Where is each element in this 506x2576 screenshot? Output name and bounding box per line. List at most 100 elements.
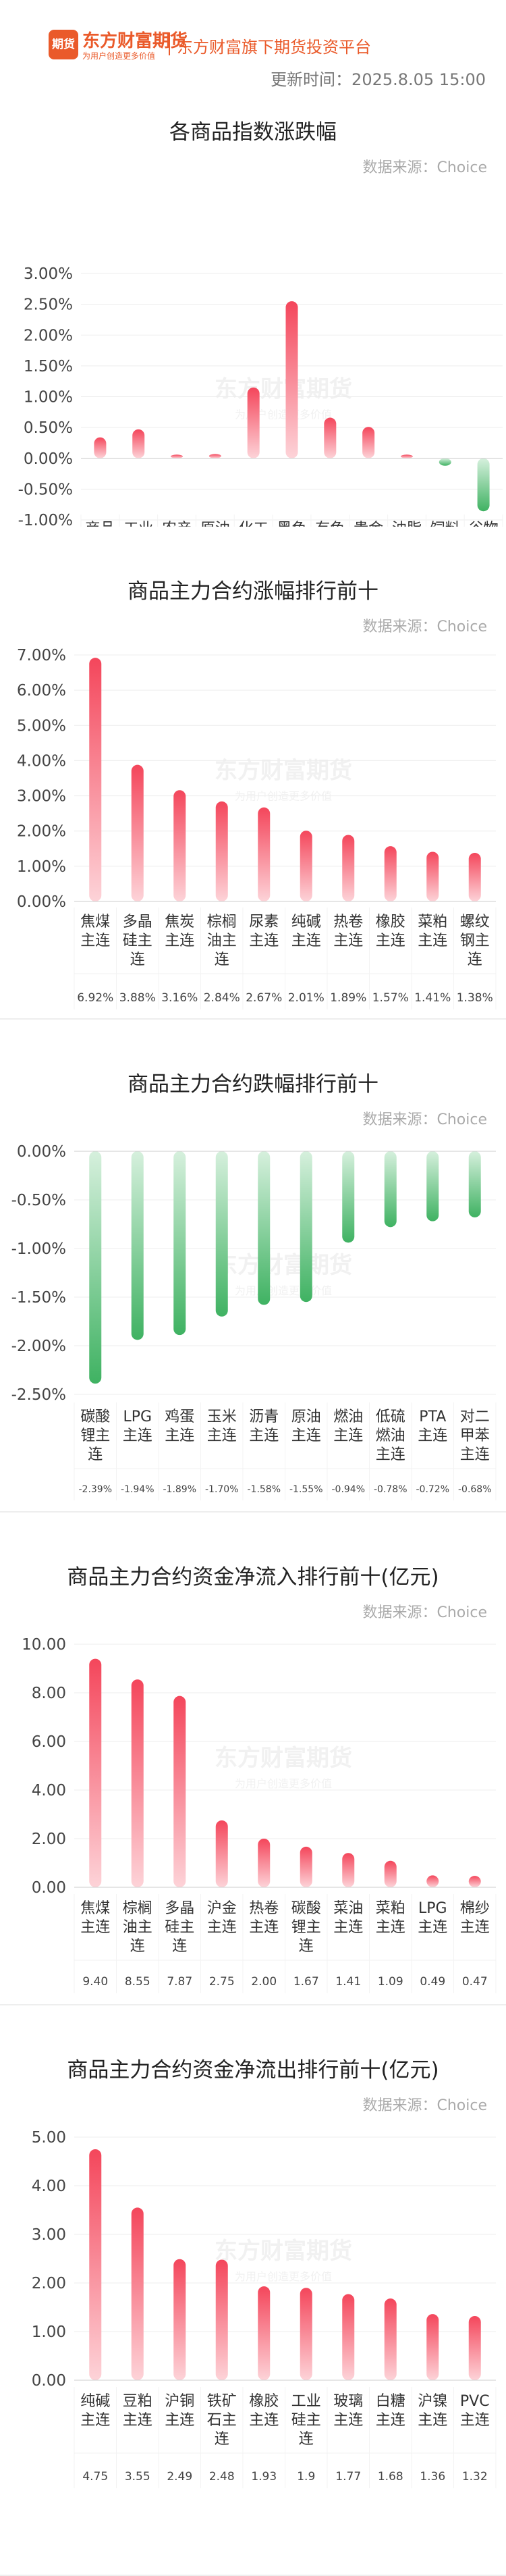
category-label: 棕榈油主连 (207, 914, 237, 968)
watermark: 东方财富期货 (215, 2238, 352, 2265)
value-label: 0.47 (462, 1975, 488, 1989)
brand-logo-icon: 期货 (49, 30, 78, 59)
bar-chart-svg: 东方财富期货为用户创造更多价值3.00%2.50%2.00%1.50%1.00%… (18, 265, 503, 527)
bar (300, 831, 312, 901)
y-tick-label: 0.50% (24, 419, 73, 437)
value-label: 2.75 (209, 1975, 235, 1989)
y-tick-label: 3.00% (24, 265, 73, 283)
category-label: 沪金主连 (207, 1900, 237, 1936)
y-tick-label: -0.50% (18, 481, 73, 498)
platform-name: 东方财富旗下期货投资平台 (177, 38, 371, 57)
category-label: 多晶硅主连 (123, 914, 152, 968)
category-label: PVC 主连 (460, 2393, 490, 2429)
category-label: 沪镍主连 (418, 2393, 447, 2429)
category-label: 对二甲苯主连 (460, 1409, 490, 1463)
value-label: -0.78% (374, 1484, 407, 1495)
bar (131, 1679, 144, 1887)
bar (89, 2149, 102, 2380)
value-label: 2.01% (288, 991, 325, 1005)
chart-title: 各商品指数涨跌幅 (169, 120, 337, 144)
watermark: 东方财富期货 (215, 758, 352, 785)
y-tick-label: 8.00 (32, 1685, 66, 1702)
chart-source: 数据来源：Choice (362, 1111, 487, 1128)
y-tick-label: 2.00 (32, 1831, 66, 1848)
y-tick-label: 4.00 (32, 1782, 66, 1799)
category-label: 玻璃主连 (333, 2393, 363, 2429)
page-header: 期货 东方财富期货 为用户创造更多价值 东方财富旗下期货投资平台 更新时间：20… (0, 0, 506, 95)
bar (384, 846, 397, 901)
value-label: -0.68% (458, 1484, 492, 1495)
bar (89, 658, 102, 901)
chart-title: 商品主力合约资金净流出排行前十(亿元) (67, 2058, 439, 2082)
category-label: 工业硅主连 (291, 2393, 321, 2448)
y-tick-label: 10.00 (22, 1636, 66, 1654)
y-tick-label: 1.50% (24, 358, 73, 375)
y-tick-label: 0.00% (17, 893, 66, 911)
category-label: 有色 (315, 521, 345, 527)
category-label: 菜粕主连 (418, 914, 447, 949)
category-label: 焦炭主连 (165, 914, 194, 949)
bar (173, 790, 186, 901)
category-label: 橡胶主连 (249, 2393, 279, 2429)
y-tick-label: 0.00 (32, 1879, 66, 1897)
y-tick-label: 2.00% (17, 823, 66, 841)
y-tick-label: 3.00 (32, 2226, 66, 2244)
value-label: 1.89% (330, 991, 366, 1005)
chart-section-5: 商品主力合约资金净流出排行前十(亿元) 数据来源：Choice 东方财富期货 为用户创… (0, 2005, 506, 2576)
category-label: 玉米主连 (207, 1409, 237, 1444)
y-tick-label: 1.00% (24, 389, 73, 406)
bar (342, 835, 355, 901)
bar (171, 454, 184, 458)
value-label: 7.87 (167, 1975, 192, 1989)
y-tick-label: 6.00 (32, 1733, 66, 1751)
category-label: 纯碱主连 (291, 914, 321, 949)
bar (426, 851, 439, 901)
value-label: -0.94% (331, 1484, 365, 1495)
watermark: 东方财富期货 (215, 1252, 352, 1279)
bar (173, 1696, 186, 1887)
value-label: 0.49 (420, 1975, 445, 1989)
bar (426, 1875, 439, 1887)
category-label: 原油主连 (291, 1409, 321, 1444)
category-label: 商品综合 (85, 521, 115, 527)
category-label: 碳酸锂主连 (80, 1409, 110, 1463)
category-label: 鸡蛋主连 (165, 1409, 194, 1444)
value-label: 1.9 (297, 2470, 315, 2483)
value-label: 1.93 (251, 2470, 277, 2483)
bar (132, 429, 145, 458)
value-label: 3.16% (161, 991, 198, 1005)
value-label: 2.48 (209, 2470, 235, 2483)
watermark-tagline: 为用户创造更多价值 (235, 1284, 332, 1297)
bar (215, 1820, 228, 1887)
value-label: 2.67% (246, 991, 282, 1005)
y-tick-label: 0.00% (24, 450, 73, 468)
y-tick-label: 2.00 (32, 2275, 66, 2292)
category-label: LPG 主连 (418, 1900, 447, 1936)
value-label: 1.32 (462, 2470, 488, 2483)
value-label: 4.75 (82, 2470, 108, 2483)
category-label: 豆粕主连 (123, 2393, 152, 2429)
category-label: 螺纹钢主连 (460, 914, 490, 968)
bar (215, 2259, 228, 2380)
category-label: 沥青主连 (249, 1409, 279, 1444)
bar (477, 458, 490, 512)
bar (258, 1151, 271, 1305)
value-label: 1.77 (335, 2470, 361, 2483)
category-label: 菜油主连 (333, 1900, 363, 1936)
chart-section-3: 商品主力合约跌幅排行前十 数据来源：Choice 东方财富期货 为用户创造更多价值 0.… (0, 1020, 506, 1513)
value-label: 1.41% (414, 991, 451, 1005)
bar (342, 1151, 355, 1243)
value-label: 9.40 (82, 1975, 108, 1989)
category-label: 碳酸锂主连 (291, 1900, 321, 1955)
value-label: -1.89% (163, 1484, 196, 1495)
value-label: 2.49 (167, 2470, 192, 2483)
category-label: 棉纱主连 (460, 1900, 490, 1936)
chart-source: 数据来源：Choice (362, 1604, 487, 1621)
category-label: 化工 (239, 521, 269, 527)
category-label: 铁矿石主连 (207, 2393, 237, 2448)
y-tick-label: 5.00% (17, 717, 66, 735)
category-label: 饲料 (430, 521, 460, 527)
bar (426, 2314, 439, 2380)
chart-source: 数据来源：Choice (362, 159, 487, 176)
category-label: 贵金属 (354, 521, 383, 527)
